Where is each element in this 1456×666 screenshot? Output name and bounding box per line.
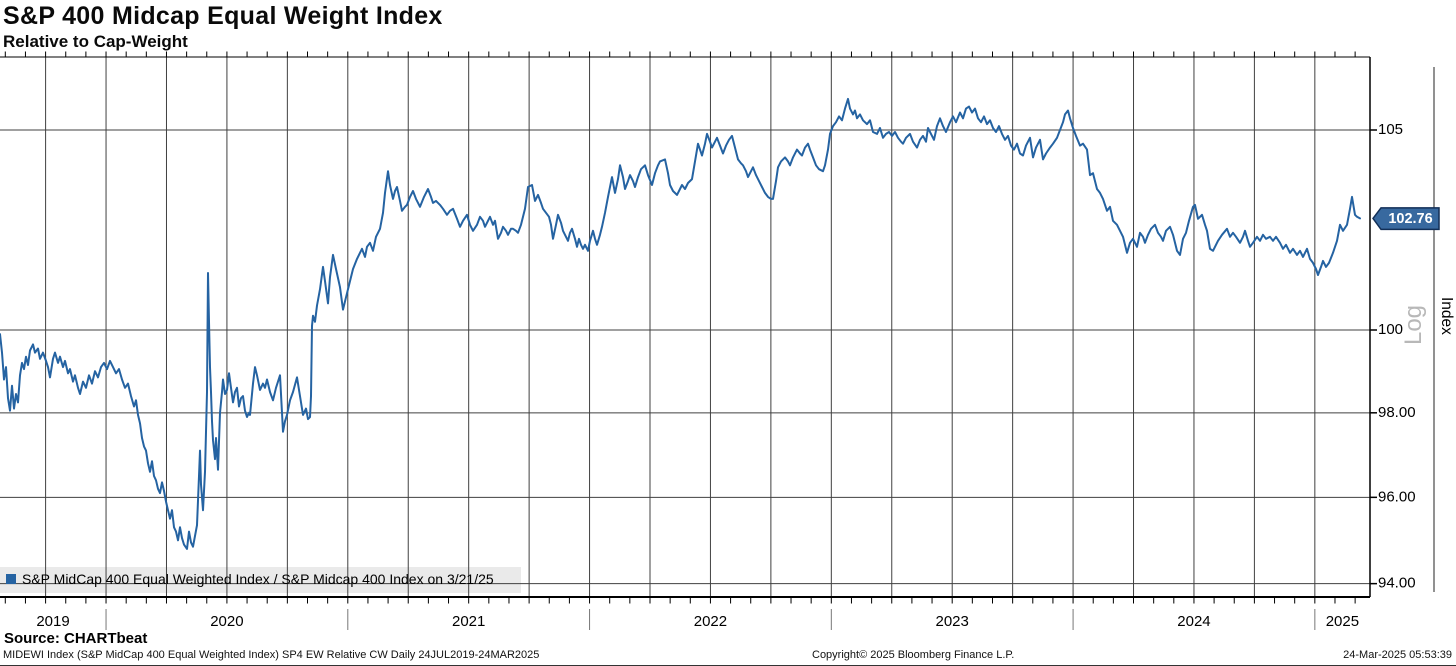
axis-scale-log-label: Log: [1400, 304, 1427, 346]
x-year-label: 2022: [694, 613, 727, 630]
copyright-label: Copyright© 2025 Bloomberg Finance L.P.: [812, 649, 1015, 661]
legend-label: S&P MidCap 400 Equal Weighted Index / S&…: [22, 571, 494, 587]
x-year-label: 2025: [1326, 613, 1359, 630]
axis-index-label: Index: [1438, 297, 1455, 335]
y-tick-label: 94.00: [1378, 575, 1416, 592]
page-subtitle: Relative to Cap-Weight: [3, 32, 188, 51]
legend: S&P MidCap 400 Equal Weighted Index / S&…: [6, 571, 494, 587]
price-line: [0, 97, 1361, 550]
x-year-label: 2021: [452, 613, 485, 630]
timestamp-label: 24-Mar-2025 05:53:39: [1343, 649, 1452, 661]
page-title: S&P 400 Midcap Equal Weight Index: [3, 2, 443, 30]
y-tick-label: 96.00: [1378, 488, 1416, 505]
last-value-badge-label: 102.76: [1388, 211, 1432, 227]
legend-background: [0, 567, 521, 593]
y-tick-label: 105: [1378, 121, 1403, 138]
x-year-label: 2020: [210, 613, 243, 630]
source-label: Source: CHARTbeat: [4, 630, 148, 647]
y-tick-label: 98.00: [1378, 404, 1416, 421]
last-value-badge: [1372, 207, 1440, 231]
legend-swatch-icon: [6, 574, 16, 584]
x-year-label: 2019: [36, 613, 69, 630]
y-tick-label: 100: [1378, 321, 1403, 338]
x-year-label: 2023: [936, 613, 969, 630]
ticker-disclaimer: MIDEWI Index (S&P MidCap 400 Equal Weigh…: [3, 649, 540, 661]
x-year-label: 2024: [1177, 613, 1210, 630]
